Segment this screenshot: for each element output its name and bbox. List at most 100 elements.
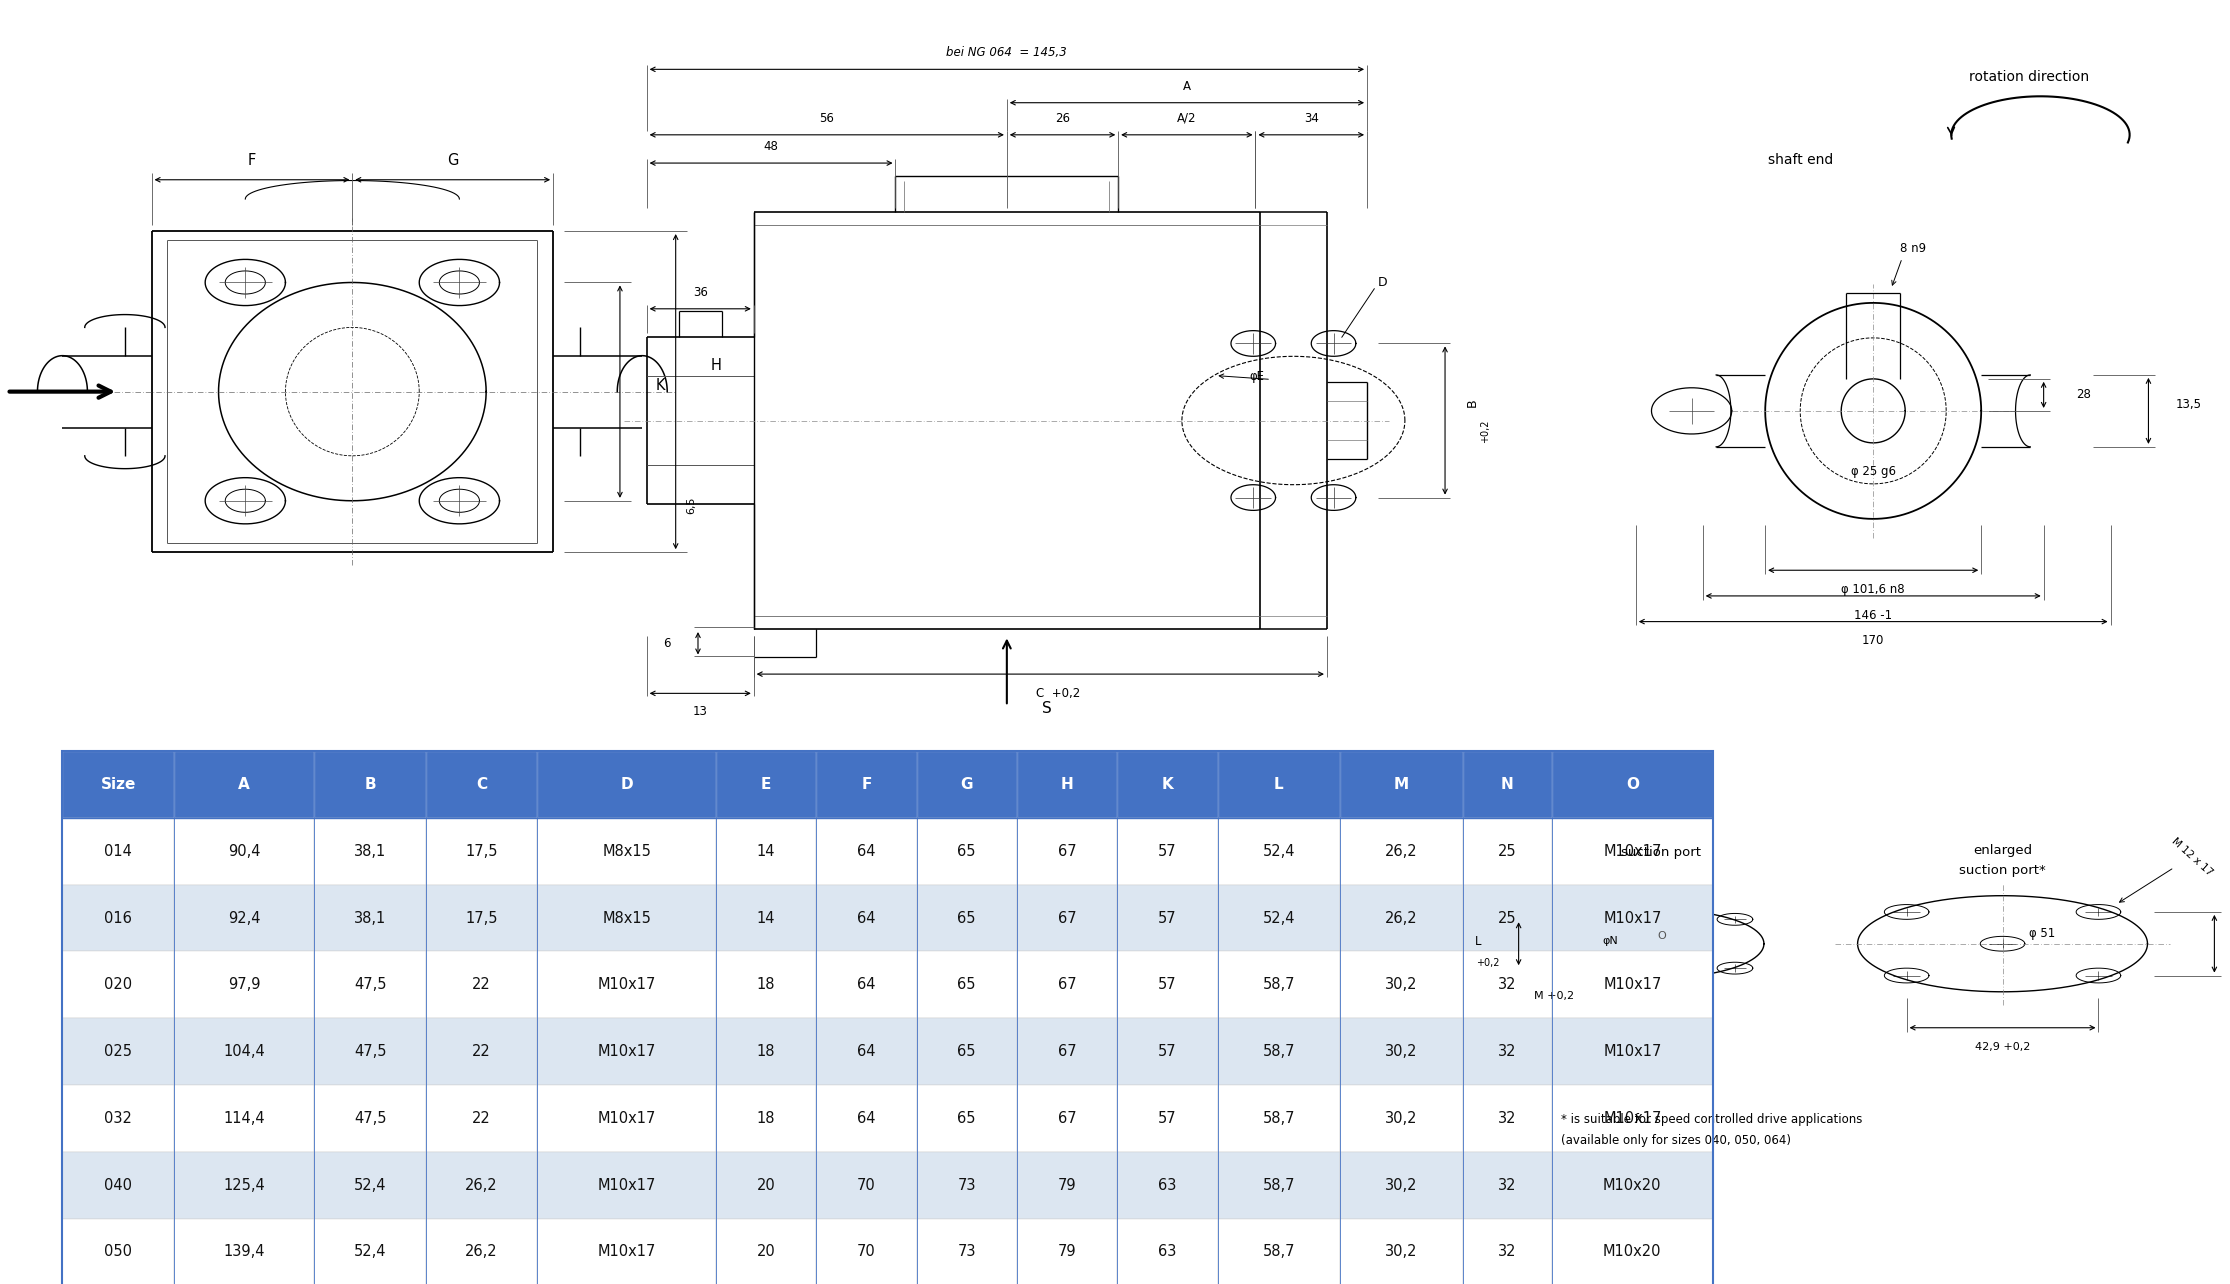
- Bar: [537, 818, 716, 885]
- Bar: [917, 751, 1017, 818]
- Text: φ 25 g6: φ 25 g6: [1851, 465, 1896, 478]
- Text: A: A: [1182, 80, 1191, 92]
- Text: (available only for sizes 040, 050, 064): (available only for sizes 040, 050, 064): [1561, 1134, 1791, 1147]
- Text: 040: 040: [105, 1177, 132, 1193]
- Text: 25: 25: [1499, 910, 1516, 926]
- Bar: [1117, 1085, 1218, 1152]
- Bar: [1117, 818, 1218, 885]
- Bar: [1340, 885, 1463, 951]
- Text: K: K: [656, 377, 665, 393]
- Text: 67: 67: [1057, 1044, 1077, 1059]
- Text: 64: 64: [856, 977, 876, 993]
- Bar: [537, 1085, 716, 1152]
- Bar: [1017, 751, 1117, 818]
- Bar: [426, 951, 537, 1018]
- Text: 57: 57: [1157, 1111, 1177, 1126]
- Text: A: A: [239, 777, 250, 792]
- Text: M8x15: M8x15: [602, 910, 651, 926]
- Text: D: D: [620, 777, 633, 792]
- Bar: [816, 751, 917, 818]
- Text: 36: 36: [694, 285, 707, 299]
- Text: 17,5: 17,5: [466, 910, 497, 926]
- Text: M10x17: M10x17: [598, 1111, 656, 1126]
- Bar: [174, 1152, 314, 1219]
- Text: 146 -1: 146 -1: [1853, 609, 1893, 621]
- Bar: [174, 1085, 314, 1152]
- Bar: [1117, 1018, 1218, 1085]
- Text: 26: 26: [1055, 112, 1070, 125]
- Bar: [1463, 751, 1552, 818]
- Text: 97,9: 97,9: [227, 977, 261, 993]
- Text: 26,2: 26,2: [1385, 910, 1418, 926]
- Bar: [1463, 885, 1552, 951]
- Text: 22: 22: [473, 1044, 491, 1059]
- Text: 125,4: 125,4: [223, 1177, 265, 1193]
- Text: 47,5: 47,5: [355, 1044, 386, 1059]
- Text: 73: 73: [957, 1244, 977, 1260]
- Text: M10x17: M10x17: [598, 1244, 656, 1260]
- Bar: [1463, 1219, 1552, 1284]
- Text: 47,5: 47,5: [355, 977, 386, 993]
- Bar: [426, 1152, 537, 1219]
- Bar: [426, 818, 537, 885]
- Bar: [62, 1085, 174, 1152]
- Text: M10x20: M10x20: [1603, 1244, 1661, 1260]
- Bar: [537, 1018, 716, 1085]
- Text: 58,7: 58,7: [1262, 977, 1296, 993]
- Text: shaft end: shaft end: [1768, 154, 1833, 167]
- Bar: [62, 1018, 174, 1085]
- Bar: [1340, 951, 1463, 1018]
- Bar: [1552, 1018, 1713, 1085]
- Bar: [1017, 885, 1117, 951]
- Text: 57: 57: [1157, 977, 1177, 993]
- Text: H: H: [711, 358, 720, 374]
- Bar: [537, 751, 716, 818]
- Bar: [537, 951, 716, 1018]
- Text: S: S: [1041, 701, 1053, 716]
- Text: O: O: [1657, 931, 1666, 941]
- Text: 42,9 +0,2: 42,9 +0,2: [1976, 1043, 2029, 1052]
- Text: F: F: [248, 153, 256, 168]
- Text: M10x17: M10x17: [1603, 1044, 1661, 1059]
- Bar: [1552, 818, 1713, 885]
- Text: M 12 x 17: M 12 x 17: [2170, 836, 2214, 878]
- Text: 65: 65: [957, 910, 977, 926]
- Text: 52,4: 52,4: [355, 1244, 386, 1260]
- Bar: [816, 1018, 917, 1085]
- Text: * is suitable for speed controlled drive applications: * is suitable for speed controlled drive…: [1561, 1113, 1862, 1126]
- Bar: [1117, 951, 1218, 1018]
- Text: 67: 67: [1057, 910, 1077, 926]
- Text: 67: 67: [1057, 1111, 1077, 1126]
- Bar: [1017, 1018, 1117, 1085]
- Text: 67: 67: [1057, 844, 1077, 859]
- Text: 30,2: 30,2: [1385, 977, 1418, 993]
- Bar: [426, 1085, 537, 1152]
- Text: 20: 20: [756, 1177, 776, 1193]
- Text: 52,4: 52,4: [1262, 910, 1296, 926]
- Text: 26,2: 26,2: [466, 1244, 497, 1260]
- Bar: [62, 751, 1713, 1284]
- Text: +0,2: +0,2: [1481, 419, 1490, 443]
- Bar: [1463, 1152, 1552, 1219]
- Text: suction port*: suction port*: [1960, 864, 2045, 877]
- Text: 58,7: 58,7: [1262, 1111, 1296, 1126]
- Bar: [716, 1152, 816, 1219]
- Text: 32: 32: [1499, 1111, 1516, 1126]
- Bar: [1552, 885, 1713, 951]
- Bar: [917, 1219, 1017, 1284]
- Text: bei NG 064  = 145,3: bei NG 064 = 145,3: [946, 46, 1068, 59]
- Text: 30,2: 30,2: [1385, 1111, 1418, 1126]
- Bar: [1117, 1219, 1218, 1284]
- Bar: [1340, 1018, 1463, 1085]
- Text: G: G: [961, 777, 972, 792]
- Text: M: M: [1394, 777, 1409, 792]
- Bar: [1218, 1018, 1340, 1085]
- Bar: [426, 751, 537, 818]
- Text: 14: 14: [756, 844, 776, 859]
- Bar: [816, 885, 917, 951]
- Bar: [1218, 1152, 1340, 1219]
- Text: C  +0,2: C +0,2: [1037, 687, 1079, 700]
- Bar: [716, 1018, 816, 1085]
- Text: 65: 65: [957, 977, 977, 993]
- Text: 57: 57: [1157, 844, 1177, 859]
